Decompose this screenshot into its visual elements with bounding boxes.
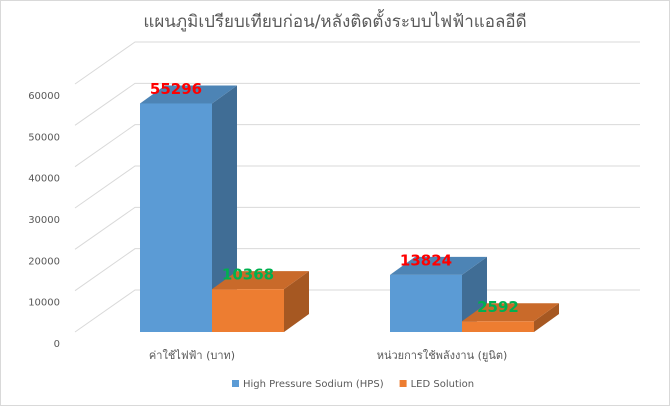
x-tick-label: ค่าใช้ไฟฟ้า (บาท) xyxy=(149,349,235,362)
bar-top xyxy=(140,85,237,104)
bar-top xyxy=(462,303,559,322)
x-tick-label: หน่วยการใช้พลังงาน (ยูนิต) xyxy=(377,349,508,362)
bar-top xyxy=(212,271,309,290)
legend-swatch xyxy=(399,380,407,387)
value-label: 13824 xyxy=(400,251,452,269)
grid-line xyxy=(74,124,640,168)
y-tick-label: 10000 xyxy=(28,298,60,309)
bar xyxy=(390,274,462,332)
bar-side xyxy=(212,85,237,332)
grid-line xyxy=(74,206,640,250)
value-label: 55296 xyxy=(150,80,202,98)
y-tick-label: 30000 xyxy=(28,215,60,226)
grid-line xyxy=(74,82,640,126)
y-tick-label: 20000 xyxy=(28,256,60,267)
legend-label: LED Solution xyxy=(411,379,475,390)
y-tick-label: 50000 xyxy=(28,132,60,143)
grid-line xyxy=(74,248,640,292)
bar-top xyxy=(390,256,487,275)
y-tick-label: 60000 xyxy=(28,91,60,102)
y-tick-label: 40000 xyxy=(28,174,60,185)
y-tick-label: 0 xyxy=(54,339,60,350)
bar-side xyxy=(534,303,559,332)
grid-line xyxy=(74,41,640,85)
bar xyxy=(140,103,212,332)
value-label: 2592 xyxy=(477,298,519,316)
chart-title: แผนภูมิเปรียบเทียบก่อน/หลังติดตั้งระบบไฟ… xyxy=(143,9,526,32)
bar-side xyxy=(284,271,309,332)
value-label: 10368 xyxy=(222,266,274,284)
bar xyxy=(212,289,284,332)
bar xyxy=(462,321,534,332)
grid-line xyxy=(74,165,640,209)
legend-swatch xyxy=(232,380,239,387)
legend-label: High Pressure Sodium (HPS) xyxy=(243,379,384,390)
